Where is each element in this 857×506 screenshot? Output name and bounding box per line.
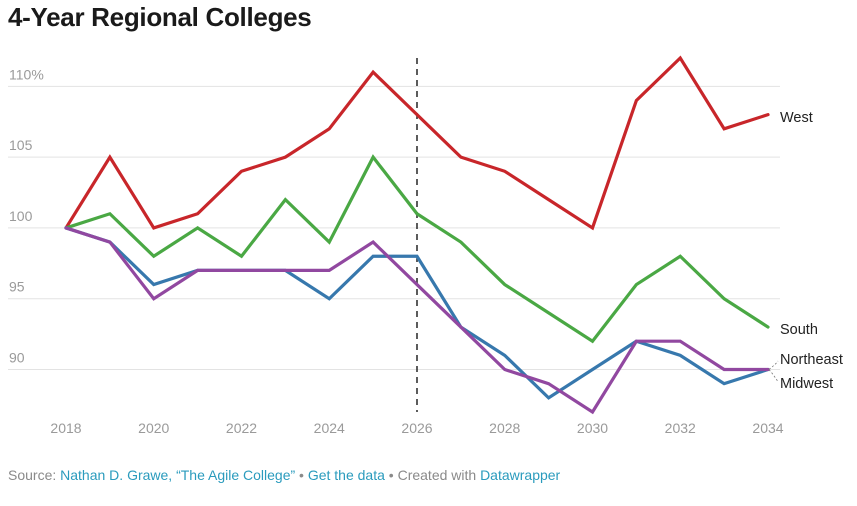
x-tick-label: 2018 <box>50 420 81 436</box>
gridlines <box>8 85 780 371</box>
series-label-south: South <box>780 322 818 338</box>
series-label-west: West <box>780 110 813 126</box>
separator: • <box>299 467 304 483</box>
x-tick-label: 2024 <box>314 420 345 436</box>
series-line-northeast <box>64 226 770 400</box>
footer: Source: Nathan D. Grawe, “The Agile Coll… <box>8 467 560 483</box>
series-label-midwest: Midwest <box>780 376 833 392</box>
y-tick-label: 90 <box>9 350 25 366</box>
series-line-midwest <box>64 226 770 415</box>
datawrapper-link[interactable]: Datawrapper <box>480 467 561 483</box>
y-axis-ticks: 90 95 100 105 110% <box>9 66 44 365</box>
separator: • <box>388 467 394 483</box>
x-tick-label: 2032 <box>665 420 696 436</box>
x-tick-label: 2026 <box>401 420 432 436</box>
series-lines <box>64 55 770 415</box>
x-tick-label: 2022 <box>226 420 257 436</box>
x-axis-ticks: 2018 2020 2022 2024 2026 2028 2030 2032 2034 <box>50 420 783 436</box>
label-connector-midwest <box>768 369 779 383</box>
series-line-south <box>64 154 770 344</box>
chart-title: 4-Year Regional Colleges <box>8 2 312 32</box>
x-tick-label: 2030 <box>577 420 608 436</box>
x-tick-label: 2034 <box>752 420 783 436</box>
x-tick-label: 2020 <box>138 420 169 436</box>
y-tick-label: 100 <box>9 208 33 224</box>
created-label: Created with <box>397 467 477 483</box>
series-label-northeast: Northeast <box>780 352 843 368</box>
source-link[interactable]: Nathan D. Grawe, “The Agile College” <box>60 467 296 483</box>
series-line-west <box>64 55 770 231</box>
x-tick-label: 2028 <box>489 420 520 436</box>
label-connector-northeast <box>768 360 779 370</box>
y-tick-label: 95 <box>9 279 25 295</box>
y-tick-label: 110% <box>9 66 44 82</box>
series-labels: West South Northeast Midwest <box>768 110 843 392</box>
get-data-link[interactable]: Get the data <box>307 467 385 483</box>
source-label: Source: <box>8 467 57 483</box>
y-tick-label: 105 <box>9 137 33 153</box>
